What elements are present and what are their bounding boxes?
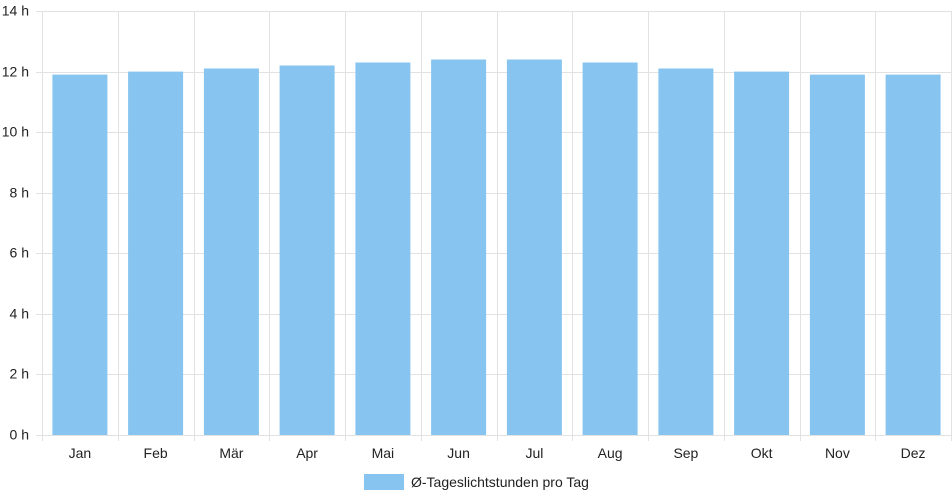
y-tick-label: 2 h [10, 366, 29, 382]
x-tick-label: Aug [598, 445, 623, 461]
x-tick-label: Okt [751, 445, 773, 461]
bar[interactable] [658, 68, 714, 436]
y-tick-label: 0 h [10, 427, 29, 443]
bar[interactable] [885, 74, 941, 435]
bars [52, 59, 941, 436]
bar[interactable] [431, 59, 487, 436]
bar[interactable] [809, 74, 865, 435]
bar[interactable] [203, 68, 259, 436]
x-tick-label: Jul [525, 445, 543, 461]
y-tick-label: 12 h [2, 64, 29, 80]
bar[interactable] [734, 71, 790, 435]
x-tick-label: Apr [296, 445, 318, 461]
x-tick-label: Nov [825, 445, 850, 461]
bar[interactable] [279, 65, 335, 436]
x-tick-label: Jun [447, 445, 470, 461]
y-tick-label: 14 h [2, 3, 29, 19]
bar[interactable] [506, 59, 562, 436]
y-tick-label: 10 h [2, 124, 29, 140]
bar[interactable] [128, 71, 184, 435]
x-tick-label: Mär [219, 445, 243, 461]
x-tick-label: Jan [69, 445, 92, 461]
y-axis-ticks: 0 h 2 h 4 h 6 h 8 h 10 h 12 h 14 h [2, 3, 29, 443]
gridlines [36, 11, 952, 441]
x-tick-label: Sep [673, 445, 698, 461]
legend-label[interactable]: Ø-Tageslichtstunden pro Tag [411, 474, 589, 490]
x-tick-label: Mai [372, 445, 395, 461]
x-tick-label: Dez [901, 445, 926, 461]
y-tick-label: 8 h [10, 185, 29, 201]
bar[interactable] [355, 62, 411, 436]
bar[interactable] [582, 62, 638, 436]
legend[interactable]: Ø-Tageslichtstunden pro Tag [364, 474, 589, 490]
x-axis-ticks: Jan Feb Mär Apr Mai Jun Jul Aug Sep Okt Nov Dez [69, 445, 926, 461]
y-tick-label: 6 h [10, 245, 29, 261]
y-tick-label: 4 h [10, 306, 29, 322]
x-tick-label: Feb [144, 445, 168, 461]
legend-swatch[interactable] [364, 474, 404, 490]
bar[interactable] [52, 74, 108, 435]
